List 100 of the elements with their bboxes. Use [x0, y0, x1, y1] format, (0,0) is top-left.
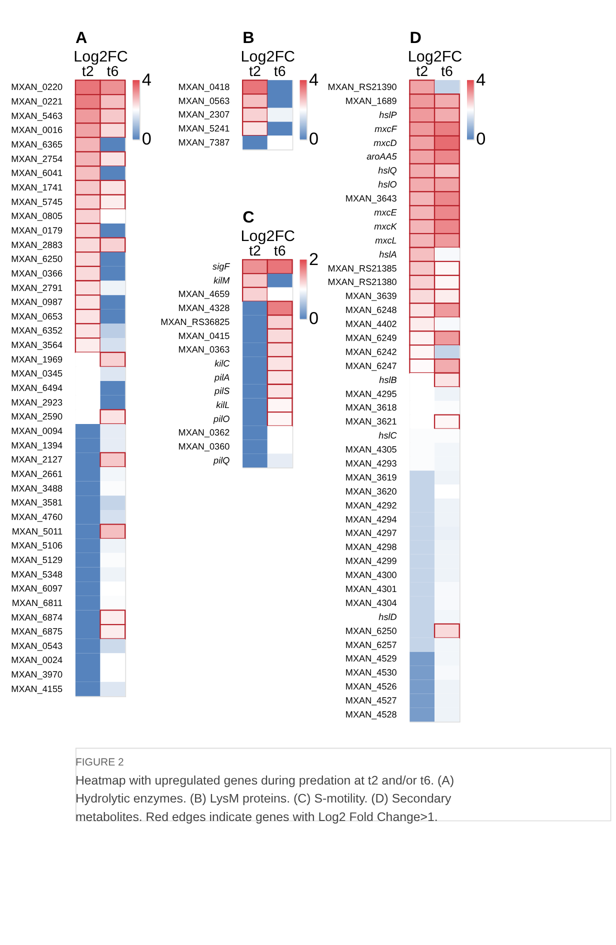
y-tick-label: MXAN_4304 [345, 598, 397, 608]
y-tick-label: MXAN_4293 [345, 458, 397, 468]
y-tick-label: MXAN_4298 [345, 542, 397, 552]
y-tick-label: mxcF [374, 124, 398, 134]
y-tick-label: pilQ [212, 455, 230, 466]
x-tick-label: t2 [416, 64, 428, 80]
color-bar-label: 0 [476, 128, 486, 149]
y-tick-label: MXAN_0220 [11, 82, 63, 92]
y-tick-label: MXAN_0016 [11, 125, 63, 136]
y-tick-label: MXAN_4301 [345, 584, 397, 594]
y-tick-label: MXAN_3620 [345, 486, 397, 496]
y-tick-label: MXAN_5129 [11, 554, 63, 565]
y-tick-label: MXAN_4155 [11, 684, 63, 694]
y-tick-label: MXAN_0362 [178, 428, 230, 438]
y-tick-label: pilS [214, 386, 230, 396]
y-tick-label: MXAN_5463 [11, 110, 63, 121]
y-tick-label: MXAN_3639 [345, 291, 397, 302]
x-tick-label: t2 [249, 64, 262, 80]
y-tick-label: hslD [378, 612, 398, 622]
y-tick-label: MXAN_1969 [11, 354, 63, 364]
y-tick-label: mxcK [374, 221, 398, 232]
color-bar-label: 4 [476, 69, 486, 90]
x-axis-title: Log2FC [74, 48, 128, 66]
y-tick-label: MXAN_3621 [345, 416, 397, 427]
y-tick-label: MXAN_5106 [11, 540, 63, 551]
y-tick-label: MXAN_6494 [11, 383, 63, 394]
y-tick-label: MXAN_4299 [345, 556, 397, 566]
y-tick-label: pilA [214, 372, 230, 382]
y-tick-label: MXAN_5011 [12, 526, 63, 536]
y-tick-label: MXAN_2127 [11, 454, 63, 465]
y-tick-label: MXAN_0415 [178, 330, 230, 341]
y-tick-label: sigF [212, 262, 230, 272]
x-tick-label: t6 [440, 64, 453, 80]
y-tick-label: MXAN_RS21390 [328, 82, 397, 92]
y-tick-label: MXAN_2661 [11, 469, 63, 480]
y-tick-label: MXAN_3970 [11, 670, 63, 680]
y-tick-label: mxcD [374, 138, 398, 148]
y-tick-label: MXAN_0094 [11, 426, 63, 436]
y-tick-label: MXAN_6247 [345, 360, 397, 371]
y-tick-label: kilL [216, 400, 230, 410]
y-tick-label: hslB [379, 374, 397, 385]
y-tick-label: MXAN_0653 [11, 311, 63, 322]
y-tick-label: MXAN_3618 [345, 402, 397, 413]
y-tick-label: MXAN_0345 [11, 368, 63, 379]
y-tick-label: MXAN_0363 [178, 344, 230, 355]
y-tick-label: MXAN_2590 [11, 412, 63, 422]
y-tick-label: MXAN_3643 [345, 194, 397, 204]
chart-title: B [242, 28, 254, 47]
y-tick-label: MXAN_4328 [178, 303, 230, 314]
x-tick-label: t6 [274, 243, 286, 260]
y-tick-label: MXAN_0366 [11, 268, 63, 278]
y-tick-label: mxcE [374, 208, 398, 218]
y-tick-label: pilO [212, 414, 230, 424]
color-bar-label: 4 [308, 69, 319, 90]
y-tick-label: MXAN_4300 [345, 570, 397, 580]
y-tick-label: MXAN_4527 [345, 696, 397, 706]
y-tick-label: MXAN_0418 [178, 82, 230, 92]
y-tick-label: MXAN_0221 [11, 96, 63, 107]
x-axis-title: Log2FC [240, 48, 296, 66]
y-tick-label: MXAN_0563 [178, 96, 230, 106]
y-tick-label: MXAN_3619 [345, 472, 397, 482]
y-tick-label: MXAN_2923 [11, 397, 63, 408]
y-tick-label: MXAN_6811 [12, 598, 63, 608]
y-tick-label: MXAN_0024 [11, 655, 63, 666]
y-tick-label: MXAN_7387 [178, 137, 230, 148]
y-tick-label: MXAN_6250 [345, 626, 397, 636]
y-tick-label: MXAN_4305 [345, 444, 397, 455]
y-tick-label: MXAN_3581 [11, 498, 63, 508]
y-tick-label: MXAN_0805 [11, 211, 63, 222]
y-tick-label: MXAN_4294 [345, 514, 397, 524]
y-tick-label: MXAN_6352 [11, 326, 63, 336]
y-tick-label: MXAN_4526 [345, 682, 397, 692]
color-bar-label: 2 [308, 248, 319, 269]
y-tick-label: MXAN_2791 [11, 282, 63, 293]
y-tick-label: MXAN_4530 [345, 668, 397, 678]
y-tick-label: MXAN_6874 [11, 612, 63, 622]
y-tick-label: MXAN_5348 [11, 569, 63, 580]
y-tick-label: MXAN_2754 [11, 154, 63, 164]
y-tick-label: MXAN_RS36825 [160, 316, 230, 327]
y-tick-label: hslA [379, 249, 397, 260]
y-tick-label: MXAN_6365 [11, 140, 63, 150]
y-tick-label: MXAN_4760 [11, 512, 63, 522]
y-tick-label: MXAN_RS21385 [328, 263, 397, 274]
y-tick-label: MXAN_4529 [345, 654, 397, 664]
color-bar-label: 0 [142, 128, 152, 149]
y-tick-label: hslC [378, 430, 398, 441]
y-tick-label: MXAN_6097 [11, 584, 63, 594]
y-tick-label: MXAN_6249 [345, 333, 397, 344]
y-tick-label: MXAN_0179 [11, 225, 63, 236]
y-tick-label: MXAN_4659 [178, 289, 230, 300]
x-tick-label: t6 [106, 64, 119, 80]
y-tick-label: MXAN_6248 [345, 305, 397, 316]
caption: FIGURE 2 [75, 756, 124, 768]
x-axis-title: Log2FC [240, 228, 296, 246]
y-tick-label: MXAN_6041 [11, 168, 63, 178]
y-tick-label: aroAA5 [366, 152, 398, 162]
text: Heatmap with upregulated genes during predation at t2 and/or t6. (A) Hydrolytic enzymes. (B) LysM proteins. (C) S-motility. (D) Secondary metabolites. Red edges indicate genes with Log2 Fold Change>1. [75, 774, 454, 824]
y-tick-label: mxcL [375, 235, 397, 246]
y-tick-label: MXAN_5745 [11, 196, 63, 207]
x-tick-label: t2 [249, 243, 262, 260]
